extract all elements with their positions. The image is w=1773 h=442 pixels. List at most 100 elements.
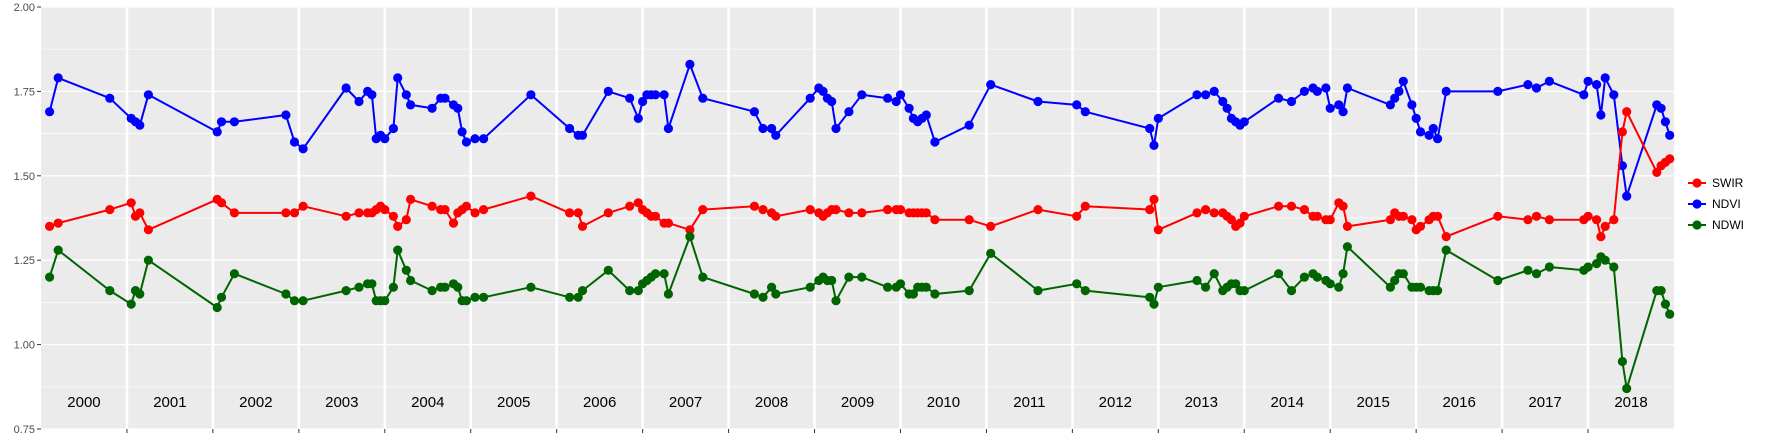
data-point <box>650 90 661 100</box>
x-axis <box>126 429 1589 433</box>
data-point <box>457 127 467 137</box>
data-point <box>633 286 643 296</box>
data-point <box>1239 286 1249 296</box>
data-point <box>1394 86 1404 96</box>
data-point <box>1385 100 1395 110</box>
data-point <box>1441 86 1451 96</box>
data-point <box>1523 265 1533 275</box>
year-label: 2013 <box>1185 394 1218 411</box>
data-point <box>1192 208 1202 218</box>
data-point <box>883 205 893 215</box>
data-point <box>406 100 416 110</box>
data-point <box>1583 262 1593 272</box>
data-point <box>448 218 459 228</box>
data-point <box>1201 282 1211 292</box>
data-point <box>1218 96 1228 107</box>
year-label: 2009 <box>841 394 874 411</box>
data-point <box>1531 83 1542 93</box>
year-label: 2018 <box>1614 394 1647 411</box>
data-point <box>827 96 837 107</box>
data-point <box>479 205 489 215</box>
data-point <box>479 292 489 302</box>
data-point <box>1149 299 1159 309</box>
data-point <box>1299 86 1309 96</box>
data-point <box>1441 232 1451 242</box>
data-point <box>904 103 914 113</box>
data-point <box>1544 262 1554 272</box>
data-point <box>633 113 643 123</box>
data-point <box>1493 86 1503 96</box>
data-point <box>1617 356 1627 367</box>
data-point <box>380 134 390 144</box>
data-point <box>1407 215 1417 225</box>
year-label: 2005 <box>497 394 530 411</box>
data-point <box>827 275 837 286</box>
data-point <box>1617 127 1627 137</box>
data-point <box>698 93 708 103</box>
year-label: 2016 <box>1442 394 1475 411</box>
data-point <box>105 93 115 103</box>
data-point <box>1201 90 1211 100</box>
data-point <box>393 221 403 231</box>
year-label: 2007 <box>669 394 702 411</box>
data-point <box>1342 242 1352 252</box>
data-point <box>1321 83 1331 93</box>
y-tick-label: 2.00 <box>14 2 35 14</box>
data-point <box>461 201 471 211</box>
data-point <box>1609 90 1619 100</box>
data-point <box>1145 292 1155 302</box>
data-point <box>1149 140 1159 150</box>
data-point <box>565 123 575 134</box>
data-point <box>685 59 695 69</box>
data-point <box>1209 208 1219 218</box>
data-point <box>930 289 940 299</box>
data-point <box>1622 107 1632 117</box>
data-point <box>883 282 893 292</box>
data-point <box>53 245 63 255</box>
data-point <box>844 208 854 218</box>
year-label: 2011 <box>1013 394 1045 411</box>
data-point <box>805 205 815 215</box>
data-point <box>354 96 364 107</box>
data-point <box>1334 100 1344 110</box>
data-point <box>1153 282 1163 292</box>
data-point <box>930 137 940 147</box>
data-point <box>212 302 222 313</box>
data-point <box>1299 205 1309 215</box>
data-point <box>1583 211 1593 221</box>
data-point <box>1325 279 1335 289</box>
data-point <box>1656 103 1666 113</box>
legend: SWIR NDVI NDWI <box>1688 176 1744 232</box>
data-point <box>1312 211 1322 221</box>
data-point <box>831 123 841 134</box>
data-point <box>831 296 841 306</box>
data-point <box>1239 211 1249 221</box>
legend-key-point <box>1692 220 1702 230</box>
data-point <box>986 80 996 90</box>
data-point <box>388 123 398 134</box>
data-point <box>1080 286 1090 296</box>
data-point <box>1390 275 1400 286</box>
data-point <box>1274 269 1284 279</box>
data-point <box>1600 221 1610 231</box>
data-point <box>625 201 635 211</box>
data-point <box>1072 211 1082 221</box>
data-point <box>1312 272 1322 282</box>
data-point <box>427 103 437 113</box>
year-label: 2015 <box>1356 394 1389 411</box>
data-point <box>1153 113 1163 123</box>
data-point <box>1660 117 1670 127</box>
data-point <box>126 198 136 208</box>
data-point <box>1544 76 1554 86</box>
legend-key-point <box>1692 199 1702 209</box>
legend-item-ndvi: NDVI <box>1688 197 1741 211</box>
data-point <box>1523 80 1533 90</box>
year-label: 2012 <box>1099 394 1132 411</box>
data-point <box>354 208 364 218</box>
data-point <box>895 279 906 289</box>
data-point <box>565 292 575 302</box>
year-label: 2006 <box>583 394 616 411</box>
data-point <box>921 282 931 292</box>
data-point <box>143 255 153 265</box>
series-swir <box>45 107 1675 242</box>
